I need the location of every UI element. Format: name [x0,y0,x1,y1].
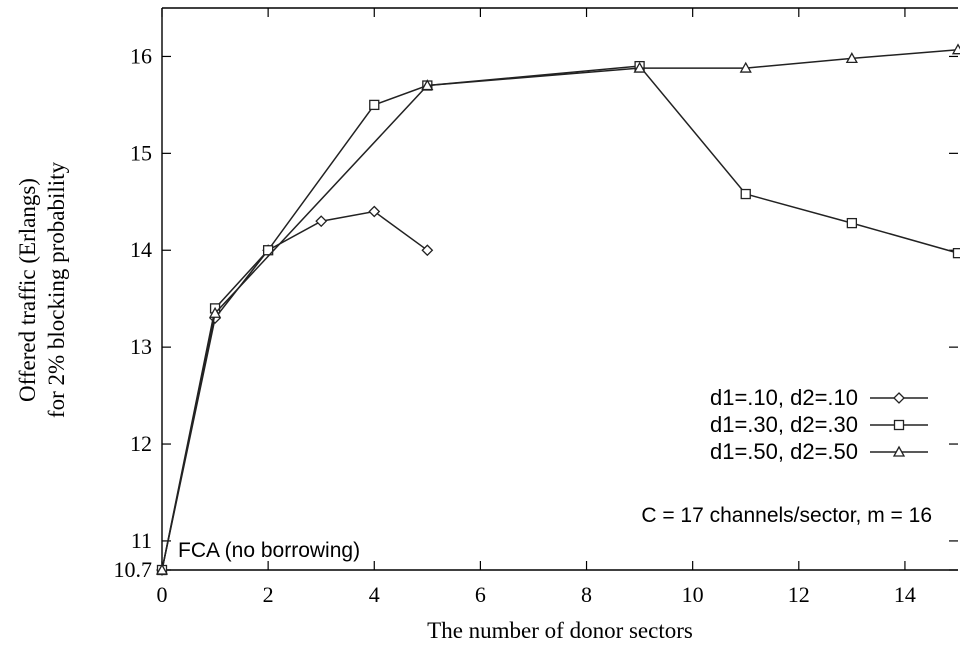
y-axis-title-line1: Offered traffic (Erlangs) [15,178,40,402]
data-point-diamond [315,215,328,228]
data-point-triangle [155,563,169,575]
legend-label: d1=.50, d2=.50 [710,439,858,464]
data-point-triangle [208,306,222,318]
data-point-square [369,99,380,111]
legend-label: d1=.30, d2=.30 [710,412,858,437]
params-annotation: C = 17 channels/sector, m = 16 [641,504,932,527]
y-tick-label: 15 [130,140,152,165]
data-point-triangle [951,43,960,55]
series-group [155,43,960,576]
data-point-square [740,188,751,200]
x-tick-label: 8 [581,582,592,607]
series-line [161,65,959,571]
x-tick-label: 14 [894,582,916,607]
legend-marker-triangle [892,445,906,457]
legend-label: d1=.10, d2=.10 [710,385,858,410]
data-point-triangle [845,52,858,64]
data-point-triangle [739,61,752,73]
y-tick-label: 14 [130,237,152,262]
data-point-square [262,245,274,256]
series-line [161,210,428,571]
legend-marker-square [893,419,905,431]
x-axis-title: The number of donor sectors [427,618,693,643]
series-3 [155,43,960,575]
series-line [161,48,959,571]
data-point-diamond [421,244,434,257]
axes [161,7,958,571]
x-tick-label: 0 [157,582,168,607]
y-ticks: 10.7 11 12 13 14 15 16 [114,43,958,582]
y-tick-label: 10.7 [114,557,153,582]
y-tick-label: 13 [130,334,152,359]
y-tick-label: 11 [131,528,152,553]
y-tick-label: 12 [130,431,152,456]
x-ticks: 0 2 4 6 8 10 12 14 [157,8,916,607]
x-tick-label: 10 [682,582,704,607]
x-tick-label: 6 [475,582,486,607]
y-axis-title-line2: for 2% blocking probability [44,161,69,418]
y-tick-label: 16 [130,43,152,68]
data-point-triangle [421,79,434,91]
x-tick-label: 12 [788,582,810,607]
x-tick-label: 4 [369,582,380,607]
data-point-square [952,247,960,259]
data-point-square [846,217,858,229]
x-tick-label: 2 [263,582,274,607]
fca-label: FCA (no borrowing) [178,539,360,562]
legend-marker-diamond [893,392,905,404]
data-point-diamond [368,205,381,218]
series-2 [156,60,960,576]
data-point-triangle [633,61,646,73]
